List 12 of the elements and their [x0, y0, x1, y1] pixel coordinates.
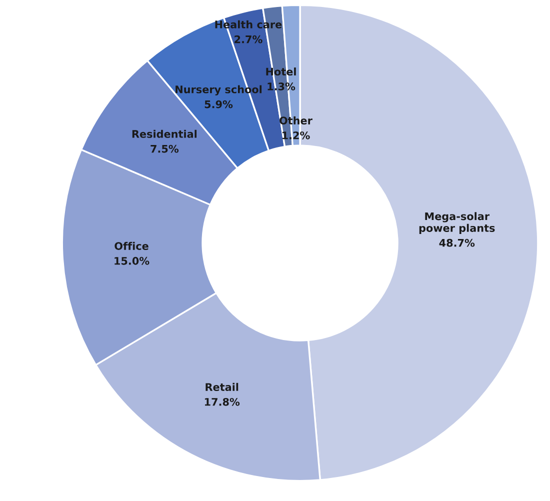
data-label: 2.7% [234, 35, 262, 44]
data-label: 48.7% [439, 238, 475, 247]
data-label: 7.5% [150, 144, 179, 153]
data-label: 15.0% [114, 256, 150, 265]
slice-label: Mega-solar power plants [419, 212, 495, 234]
slice-label: Office [114, 242, 148, 250]
data-label: 1.2% [282, 131, 310, 140]
data-label: 17.8% [204, 398, 240, 406]
slice-label: Other [280, 116, 312, 124]
slice-label: Retail [206, 382, 238, 391]
slice-label: Residential [132, 130, 197, 138]
data-label: 5.9% [204, 100, 233, 108]
